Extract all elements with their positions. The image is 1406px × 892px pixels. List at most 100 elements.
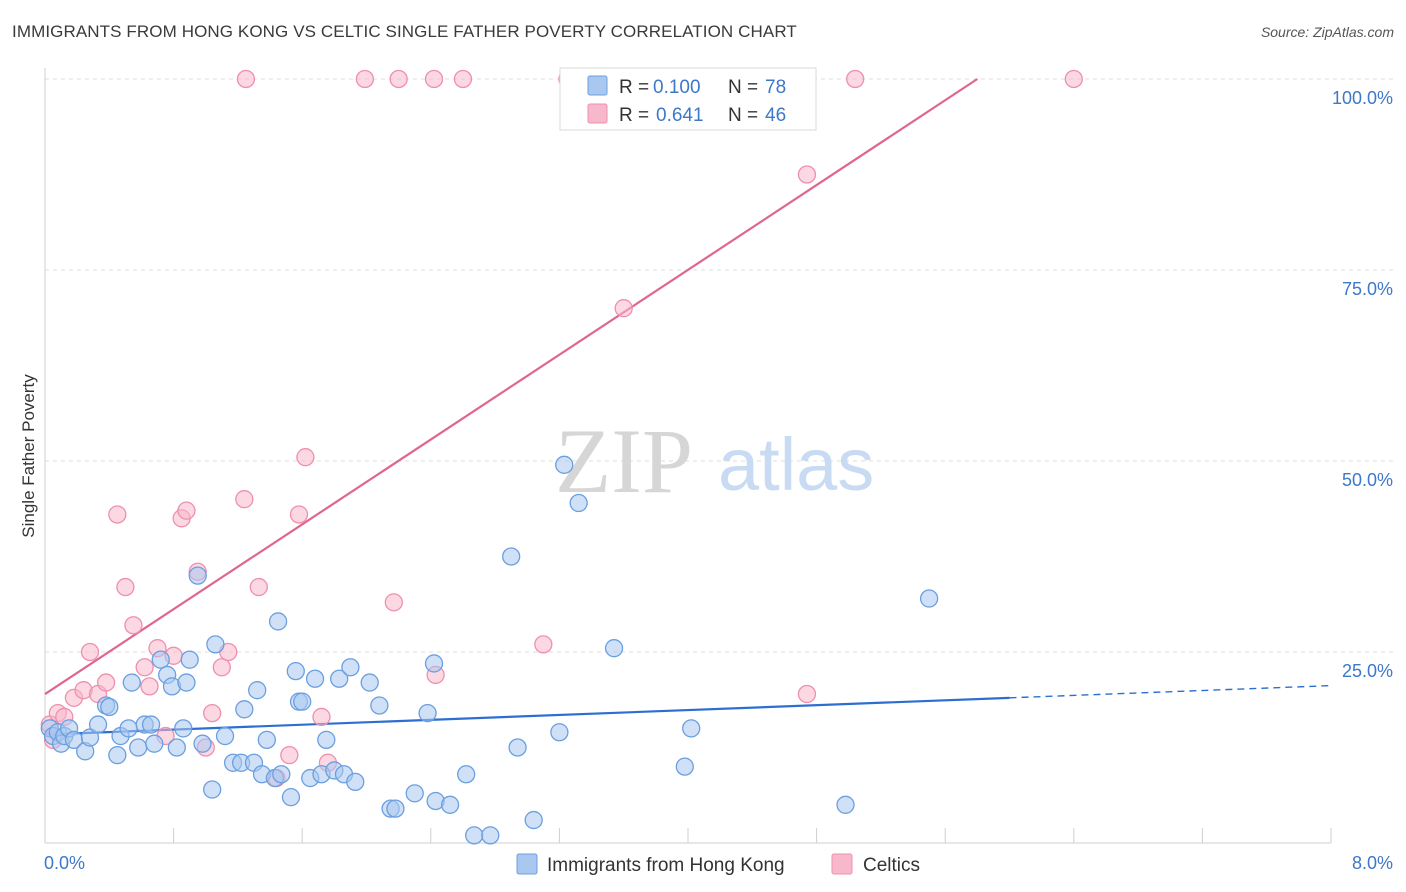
point-hongkong-71: [555, 455, 574, 474]
point-hongkong-54: [346, 772, 365, 792]
point-hongkong-61: [424, 654, 444, 673]
point-hongkong-43: [286, 661, 305, 681]
point-hongkong-36: [248, 681, 267, 700]
point-hongkong-75: [682, 719, 701, 738]
point-hongkong-70: [550, 723, 569, 742]
point-hongkong-66: [481, 826, 500, 845]
point-hongkong-72: [569, 493, 588, 513]
legend-bottom: Immigrants from Hong Kong Celtics: [516, 853, 920, 876]
point-celtics-39: [355, 69, 375, 89]
trend-line-hongkong-extension: [1009, 684, 1332, 699]
point-celtics-24: [235, 490, 254, 509]
legend-n-value-1: 78: [765, 77, 786, 98]
x-tick-label-0: 0.0%: [44, 853, 85, 873]
point-hongkong-27: [188, 566, 207, 585]
point-hongkong-51: [330, 669, 349, 688]
grid-lines: [45, 78, 1394, 653]
data-points: [40, 69, 1083, 845]
source-label: Source: ZipAtlas.com: [1260, 24, 1394, 40]
point-celtics-18: [177, 501, 196, 520]
legend-n-label-2: N =: [728, 105, 758, 126]
point-celtics-42: [453, 69, 473, 89]
point-celtics-41: [424, 69, 444, 89]
point-hongkong-30: [206, 635, 225, 654]
point-celtics-28: [289, 505, 309, 524]
point-celtics-30: [312, 707, 331, 727]
point-celtics-12: [135, 658, 154, 677]
point-hongkong-38: [257, 730, 276, 750]
y-tick-label-1: 50.0%: [1342, 470, 1393, 490]
point-celtics-36: [797, 684, 817, 704]
chart-title: IMMIGRANTS FROM HONG KONG VS CELTIC SING…: [12, 22, 797, 41]
point-hongkong-76: [836, 795, 855, 814]
point-celtics-44: [846, 69, 865, 89]
point-hongkong-53: [341, 658, 360, 677]
watermark-atlas: atlas: [718, 423, 874, 506]
point-hongkong-24: [174, 719, 193, 738]
x-tick-label-1: 8.0%: [1352, 853, 1393, 873]
point-celtics-29: [296, 448, 315, 467]
point-hongkong-41: [272, 765, 291, 784]
point-hongkong-40: [268, 612, 288, 631]
point-hongkong-47: [305, 669, 325, 688]
point-celtics-38: [236, 69, 256, 89]
legend-r-label-1: R =: [619, 77, 649, 98]
bottom-legend-label-hongkong: Immigrants from Hong Kong: [547, 855, 785, 876]
y-tick-label-3: 100.0%: [1332, 88, 1393, 108]
point-celtics-11: [124, 616, 143, 635]
x-tick-labels: 0.0% 8.0%: [44, 853, 1393, 873]
point-hongkong-42: [281, 788, 301, 807]
point-hongkong-31: [215, 726, 235, 746]
point-hongkong-74: [675, 757, 694, 776]
point-hongkong-28: [193, 734, 212, 753]
point-hongkong-34: [235, 700, 254, 719]
point-hongkong-20: [151, 650, 170, 669]
legend-swatch-celtics: [587, 103, 608, 124]
point-hongkong-73: [604, 639, 624, 658]
y-tick-label-0: 25.0%: [1342, 661, 1393, 681]
point-hongkong-11: [100, 697, 119, 717]
point-hongkong-15: [122, 673, 141, 692]
bottom-legend-swatch-hongkong: [516, 853, 538, 875]
point-celtics-32: [384, 593, 403, 612]
y-tick-labels: 25.0% 50.0% 75.0% 100.0%: [1332, 88, 1393, 681]
point-celtics-27: [280, 745, 299, 765]
y-axis-title: Single Father Poverty: [19, 374, 38, 538]
trend-lines: [44, 78, 1332, 736]
point-hongkong-56: [370, 696, 389, 715]
point-celtics-25: [249, 577, 268, 597]
point-hongkong-64: [457, 765, 476, 784]
point-hongkong-63: [440, 795, 460, 814]
bottom-legend-swatch-celtics: [831, 853, 853, 875]
point-celtics-6: [80, 642, 100, 662]
point-celtics-9: [108, 505, 127, 524]
trend-line-celtics: [44, 78, 978, 695]
point-celtics-40: [389, 69, 408, 89]
point-hongkong-25: [177, 673, 196, 692]
point-hongkong-69: [524, 810, 543, 830]
watermark: ZIP atlas: [555, 410, 874, 512]
point-hongkong-65: [465, 826, 484, 845]
point-hongkong-29: [203, 780, 222, 799]
point-hongkong-19: [145, 734, 164, 753]
legend-n-label-1: N =: [728, 77, 758, 98]
legend-r-value-2: 0.641: [656, 105, 704, 126]
point-celtics-10: [116, 577, 135, 597]
legend-n-value-2: 46: [765, 105, 786, 126]
point-hongkong-67: [502, 547, 521, 566]
y-tick-label-2: 75.0%: [1342, 279, 1393, 299]
point-hongkong-26: [180, 650, 199, 669]
point-celtics-45: [1064, 69, 1083, 89]
point-hongkong-60: [418, 703, 437, 723]
point-celtics-13: [140, 677, 159, 696]
point-hongkong-49: [317, 730, 336, 750]
point-hongkong-45: [293, 692, 312, 711]
legend-r-value-1: 0.100: [653, 77, 701, 98]
point-hongkong-8: [80, 728, 100, 747]
trend-line-hongkong: [44, 696, 1010, 736]
point-hongkong-18: [141, 715, 161, 734]
axes: [44, 68, 1332, 844]
point-hongkong-16: [129, 738, 148, 757]
legend-swatch-hongkong: [587, 75, 608, 96]
